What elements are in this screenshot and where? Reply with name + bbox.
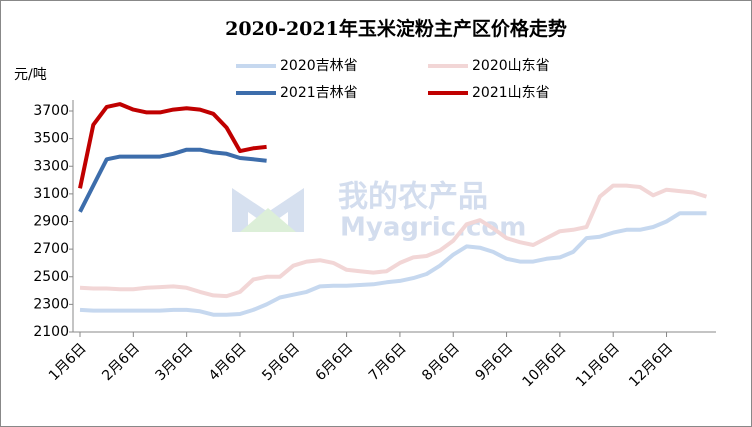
y-axis-label: 元/吨: [14, 67, 47, 83]
series-line: [79, 183, 708, 299]
y-tick-label: 2300: [33, 296, 69, 312]
y-tick-label: 2100: [33, 324, 69, 340]
y-tick-label: 2900: [33, 214, 69, 230]
y-tick-label: 2500: [33, 269, 69, 285]
watermark-text: 我的农产品: [338, 180, 488, 215]
series-line: [78, 102, 267, 189]
legend-label: 2021山东省: [472, 85, 550, 101]
watermark-logo: [240, 208, 296, 232]
watermark-text: Myagric.com: [340, 213, 526, 243]
y-tick-label: 3700: [33, 103, 69, 119]
y-tick-label: 3100: [33, 186, 69, 202]
chart-title: 2020-2021年玉米淀粉主产区价格走势: [225, 17, 567, 40]
y-tick-label: 2700: [33, 241, 69, 257]
series-line: [78, 147, 267, 213]
legend-label: 2020山东省: [472, 58, 550, 74]
legend-label: 2021吉林省: [280, 85, 358, 101]
y-tick-label: 3300: [33, 158, 69, 174]
legend-label: 2020吉林省: [280, 58, 358, 74]
y-tick-label: 3500: [33, 131, 69, 147]
series-line: [79, 211, 707, 317]
